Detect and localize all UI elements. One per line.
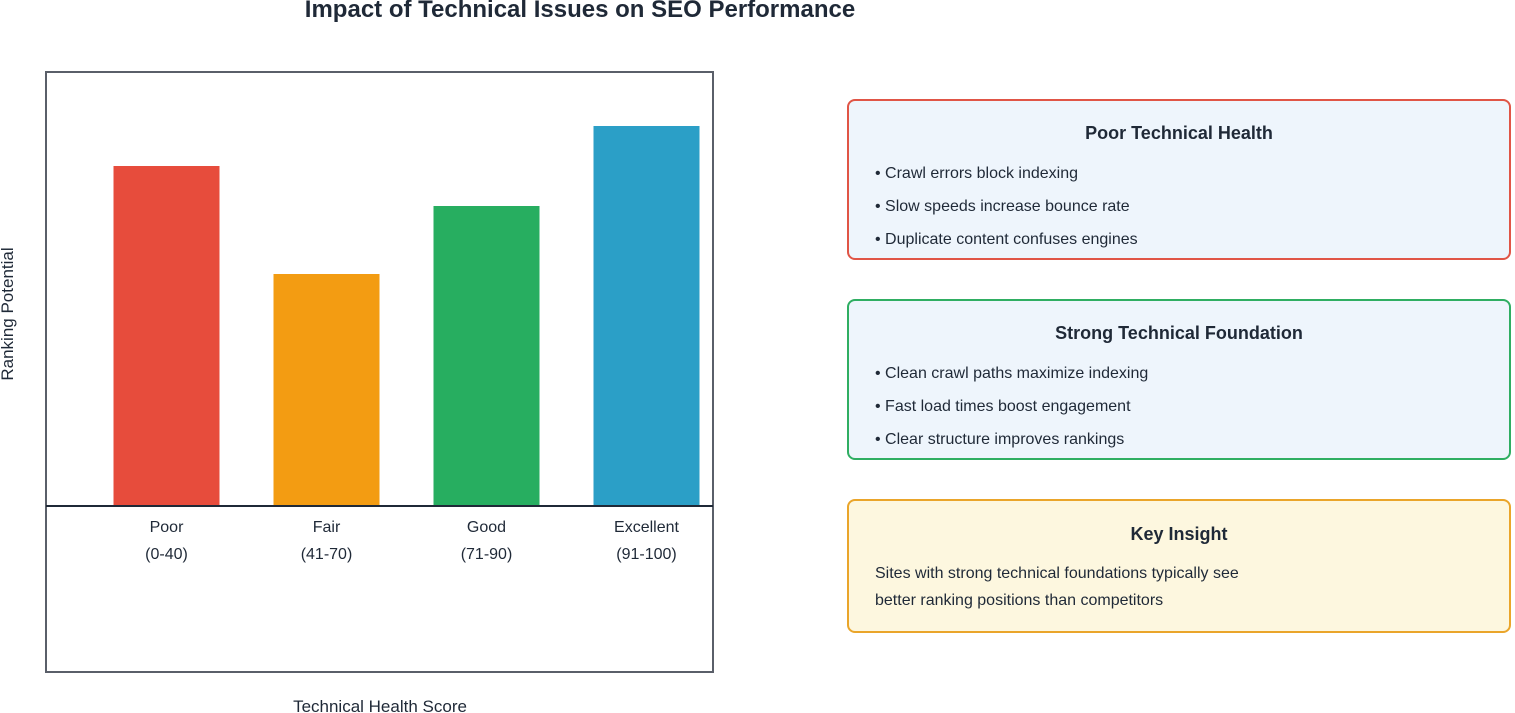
bar-good [433, 206, 540, 506]
strong-technical-foundation-card: Strong Technical Foundation • Clean craw… [847, 299, 1511, 460]
tick-label-excellent: Excellent [614, 519, 679, 536]
card-item: • Clear structure improves rankings [875, 431, 1125, 448]
x-axis-label: Technical Health Score [293, 697, 467, 713]
bar-chart: Poor (0-40) Fair (41-70) Good (71-90) Excellen… [0, 71, 714, 713]
key-insight-card: Key Insight Sites with strong technical … [847, 499, 1511, 633]
tick-label-fair: Fair [313, 519, 341, 536]
y-axis-label: Ranking Potential [0, 247, 17, 380]
tick-range-excellent: (91-100) [616, 546, 676, 563]
card-item: • Clean crawl paths maximize indexing [875, 365, 1149, 382]
plot-frame [45, 71, 714, 673]
card-title: Poor Technical Health [1085, 123, 1273, 143]
tick-range-fair: (41-70) [301, 546, 353, 563]
card-item: • Fast load times boost engagement [875, 398, 1131, 415]
tick-label-good: Good [467, 519, 506, 536]
tick-label-poor: Poor [150, 519, 184, 536]
card-item: • Crawl errors block indexing [875, 165, 1079, 182]
card-item: • Duplicate content confuses engines [875, 231, 1138, 248]
bar-excellent [593, 126, 700, 506]
bar-fair [273, 274, 380, 506]
chart-title: Impact of Technical Issues on SEO Perfor… [304, 0, 856, 23]
card-item: Sites with strong technical foundations … [875, 565, 1239, 582]
card-item: • Slow speeds increase bounce rate [875, 198, 1130, 215]
poor-technical-health-card: Poor Technical Health • Crawl errors blo… [847, 99, 1511, 260]
tick-range-poor: (0-40) [145, 546, 188, 563]
tick-labels-group: Poor (0-40) Fair (41-70) Good (71-90) Excellen… [145, 519, 679, 563]
bars-group [113, 126, 700, 506]
bar-poor [113, 166, 220, 506]
card-item: better ranking positions than competitor… [875, 592, 1164, 609]
card-title: Key Insight [1130, 524, 1228, 544]
card-title: Strong Technical Foundation [1055, 323, 1303, 343]
tick-range-good: (71-90) [461, 546, 513, 563]
